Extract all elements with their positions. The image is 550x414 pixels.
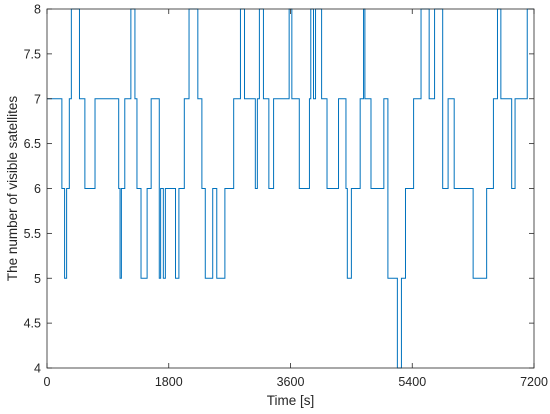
x-tick-label: 7200: [520, 375, 548, 389]
y-tick-label: 4.5: [24, 317, 41, 331]
x-tick-label: 5400: [398, 375, 426, 389]
y-tick-label: 7.5: [24, 47, 41, 61]
x-tick-label: 0: [44, 375, 51, 389]
x-axis-title: Time [s]: [267, 393, 315, 408]
y-tick-label: 7: [34, 92, 41, 106]
x-tick-label: 1800: [155, 375, 183, 389]
y-tick-label: 4: [34, 362, 41, 376]
y-axis-title: The number of visible satellites: [5, 96, 20, 282]
y-tick-label: 8: [34, 3, 41, 17]
y-tick-label: 5: [34, 272, 41, 286]
x-tick-label: 3600: [277, 375, 305, 389]
y-tick-label: 6: [34, 182, 41, 196]
y-axis-ticks: 4 4.5 5 5.5 6 6.5 7 7.5 8: [24, 3, 534, 376]
x-axis-ticks: 0 1800 3600 5400 7200: [44, 9, 548, 389]
y-tick-label: 5.5: [24, 227, 41, 241]
axes-box: [46, 8, 535, 369]
y-tick-label: 6.5: [24, 137, 41, 151]
